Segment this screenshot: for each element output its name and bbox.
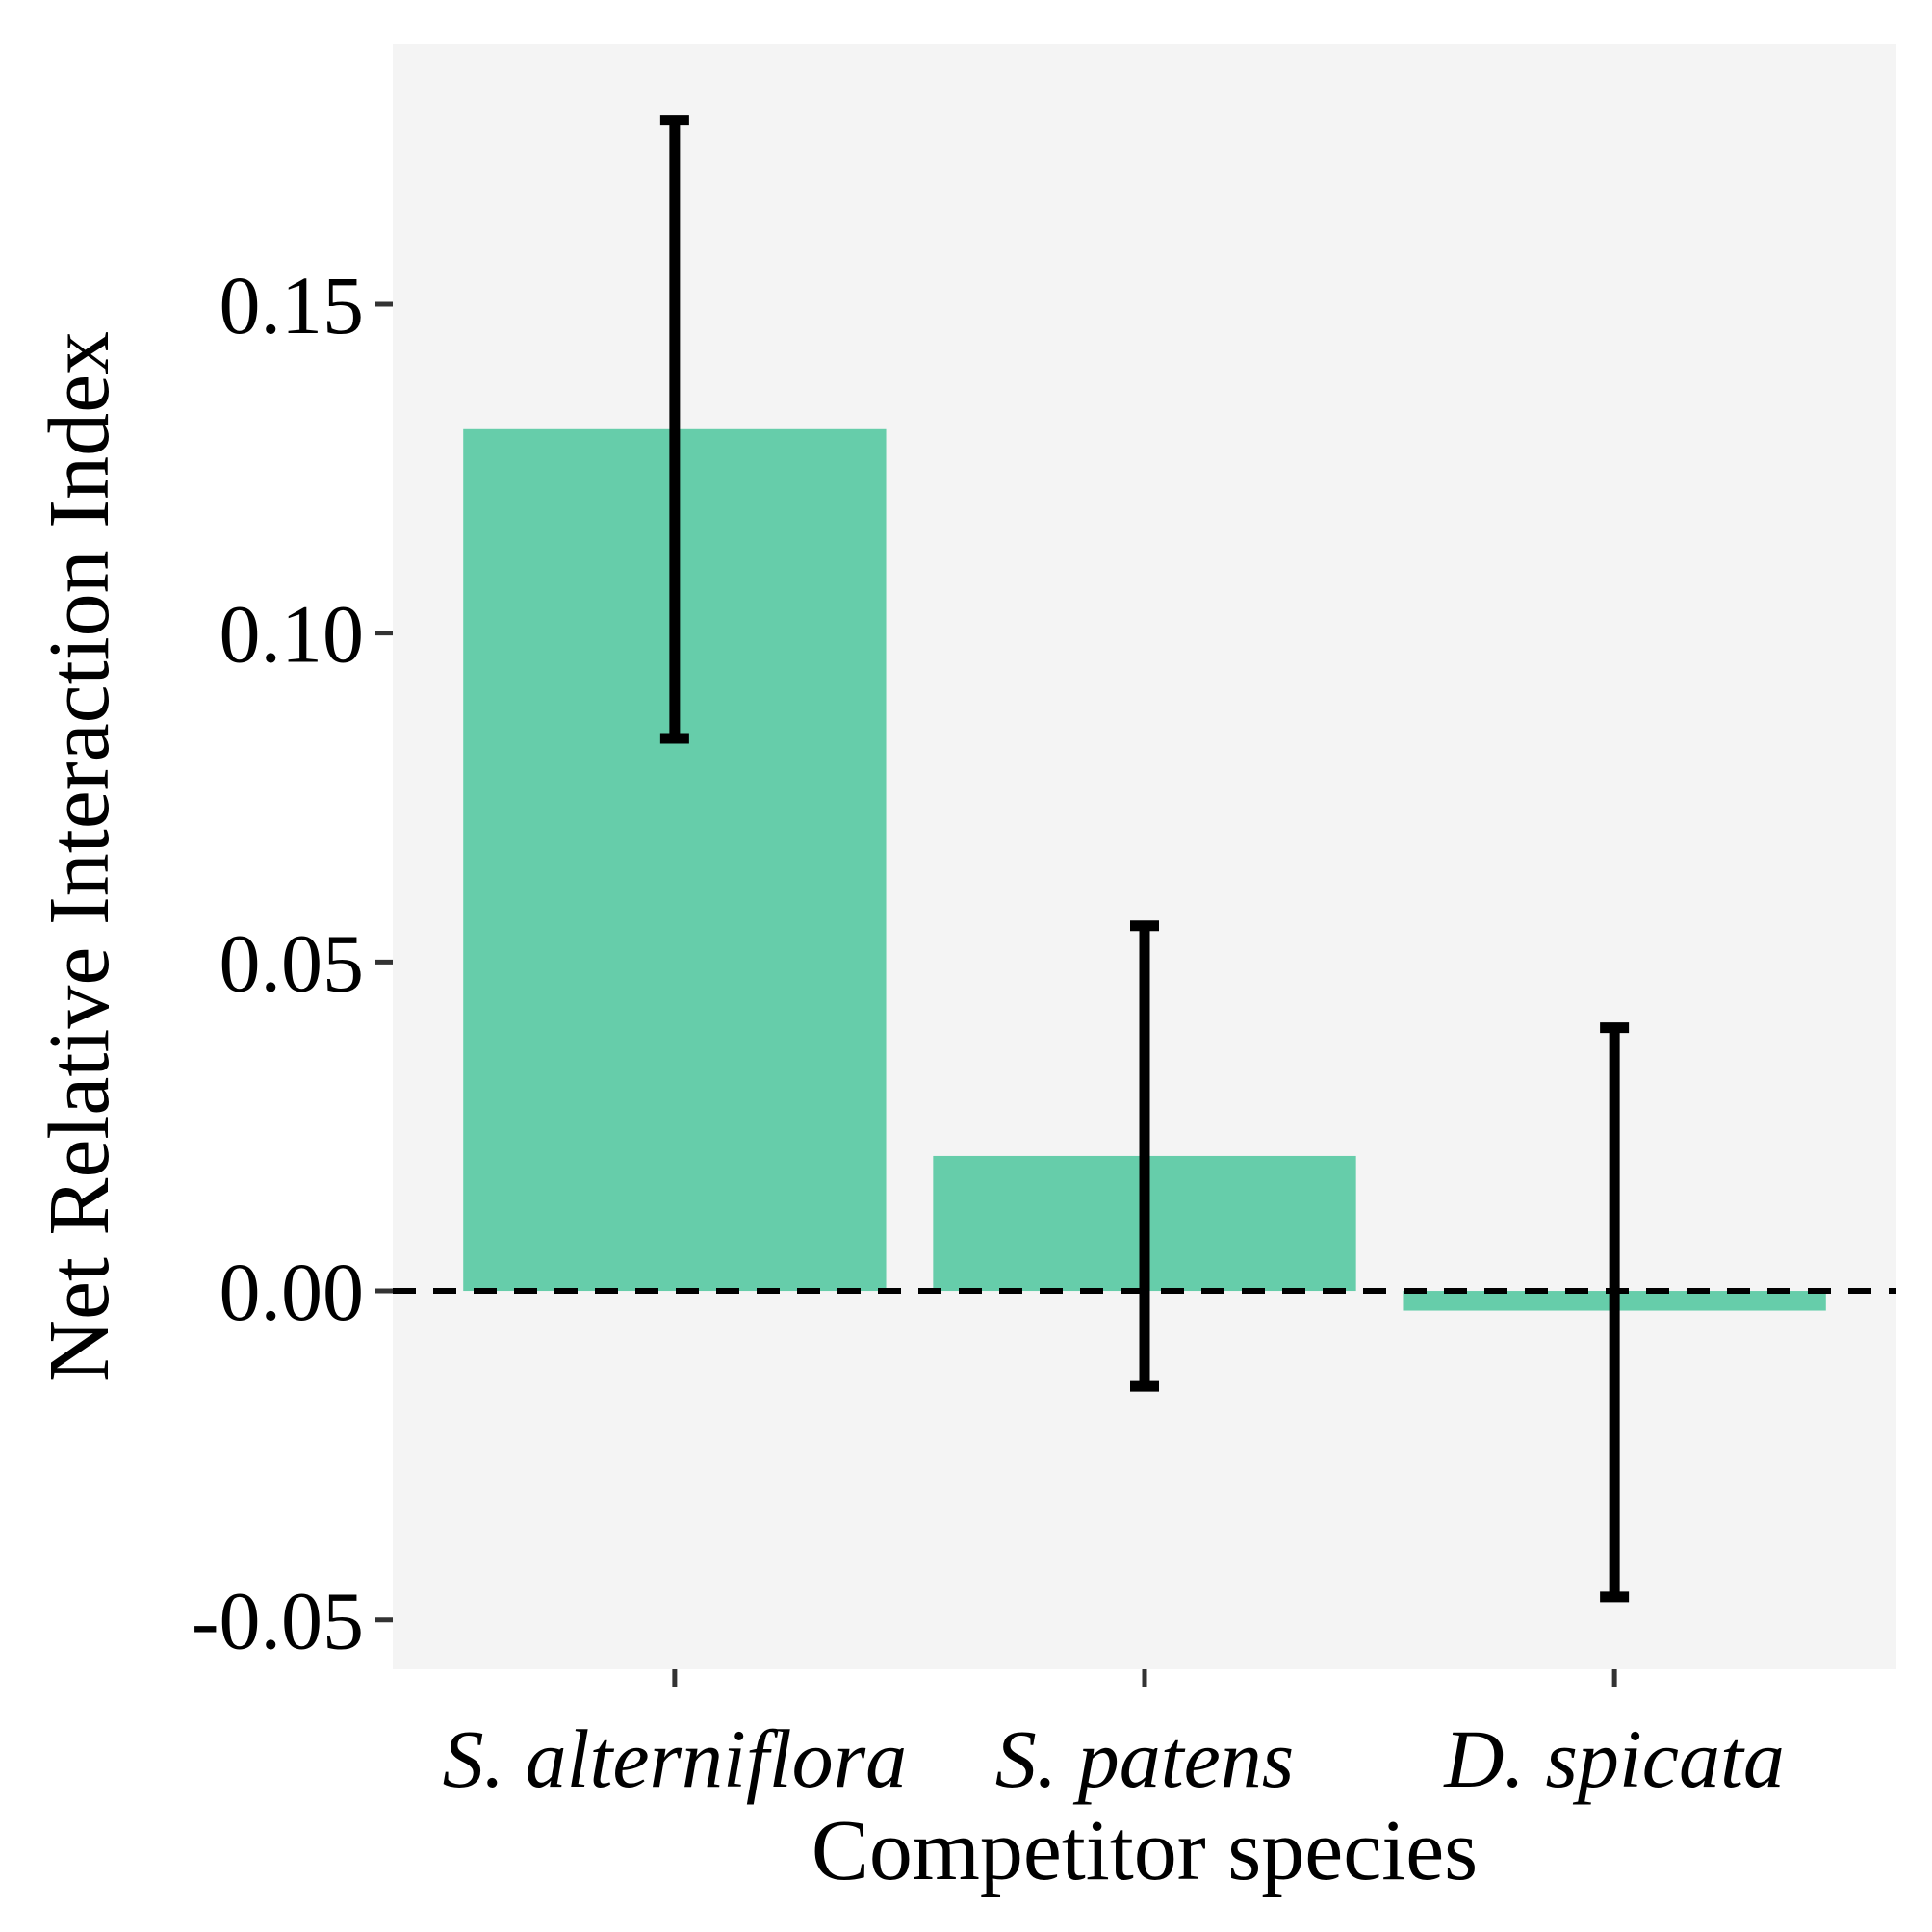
y-tick-label: 0.05 [219,916,365,1009]
y-tick-label: 0.10 [219,588,365,681]
x-tick-label: S. patens [995,1713,1295,1805]
error-bar-1 [659,115,689,744]
x-axis-title: Competitor species [811,1803,1478,1898]
error-bar-2 [1130,920,1159,1392]
error-bars-layer [659,115,1630,1603]
y-tick-label: -0.05 [192,1575,364,1667]
error-bar-3 [1600,1022,1630,1603]
x-tick-label: D. spicata [1443,1713,1785,1805]
y-tick-label: 0.15 [219,259,365,351]
y-axis-title: Net Relative Interaction Index [32,331,127,1382]
x-tick-label: S. alterniflora [443,1713,908,1805]
x-axis: S. alterniflora S. patens D. spicata [443,1669,1785,1805]
y-tick-label: 0.00 [219,1246,365,1338]
y-axis: -0.05 0.00 0.05 0.10 0.15 [192,259,393,1667]
